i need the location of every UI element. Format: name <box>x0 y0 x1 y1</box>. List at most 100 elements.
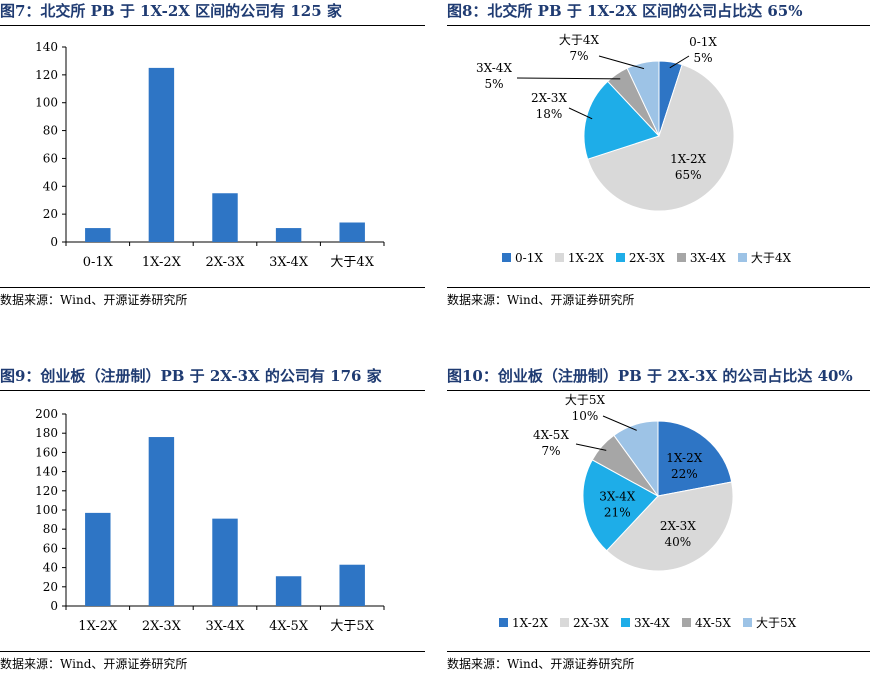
x-tick-label: 2X-3X <box>206 255 246 270</box>
slice-category-label: 3X-4X <box>476 61 512 75</box>
y-tick-label: 100 <box>35 503 58 517</box>
slice-category-label: 2X-3X <box>660 519 696 533</box>
slice-percent-label: 5% <box>693 51 712 65</box>
leader-line <box>575 443 607 451</box>
source-note: 数据来源：Wind、开源证券研究所 <box>447 293 635 307</box>
legend-label: 3X-4X <box>689 250 726 265</box>
source-rule <box>447 651 870 652</box>
title-rule <box>0 390 425 391</box>
pie-legend: 1X-2X 2X-3X 3X-4X 4X-5X 大于5X <box>499 614 808 631</box>
legend-label: 大于4X <box>750 251 792 265</box>
pie-chart-fig8: 0-1X 5% 1X-2X 65% 2X-3X 18% 3X-4X 5% 大于4X 7% <box>476 33 735 212</box>
source-rule <box>0 287 425 288</box>
legend-swatch <box>499 618 508 627</box>
legend-swatch <box>676 253 686 262</box>
bar <box>85 512 111 606</box>
y-tick-label: 100 <box>35 96 58 110</box>
y-tick-label: 20 <box>43 580 58 594</box>
y-tick-label: 60 <box>43 151 58 165</box>
pie-slice <box>582 459 659 552</box>
bar <box>85 228 111 242</box>
legend-item: 大于5X <box>742 614 797 631</box>
legend-swatch <box>502 253 511 262</box>
bar-chart-fig7: 0 20 40 60 80 100 120 140 0-1X 1X-2X 2X-3X 3X-4X 大于4… <box>35 40 385 270</box>
bar-chart-fig9: 0 20 40 60 80 100 120 140 160 180 200 1X-2X 2X-3X 3X-… <box>35 407 385 634</box>
chart-title: 图7：北交所 PB 于 1X-2X 区间的公司有 125 家 <box>0 2 342 20</box>
x-tick-label: 2X-3X <box>142 619 182 634</box>
x-tick-label: 大于5X <box>330 619 374 634</box>
x-tick-label: 3X-4X <box>269 255 309 270</box>
source-note: 数据来源：Wind、开源证券研究所 <box>447 657 635 671</box>
source-note: 数据来源：Wind、开源证券研究所 <box>0 293 188 307</box>
legend-swatch <box>681 618 691 627</box>
legend-label: 2X-3X <box>628 250 665 265</box>
legend-swatch <box>559 618 569 627</box>
slice-category-label: 0-1X <box>689 35 717 49</box>
leader-line <box>602 415 637 431</box>
bar <box>212 518 238 606</box>
legend-swatch <box>620 618 630 627</box>
slice-percent-label: 22% <box>671 467 698 481</box>
pie-slice <box>613 420 659 498</box>
legend-swatch <box>554 253 564 262</box>
legend-swatch <box>742 618 752 627</box>
x-tick-label: 大于4X <box>330 255 374 270</box>
legend-item: 0-1X <box>502 249 543 266</box>
pie-slice <box>583 80 660 160</box>
source-rule <box>0 651 425 652</box>
legend-item: 3X-4X <box>620 614 670 631</box>
legend-swatch <box>615 253 625 262</box>
y-tick-label: 160 <box>35 445 58 459</box>
legend-label: 2X-3X <box>572 615 609 630</box>
legend-item: 2X-3X <box>559 614 609 631</box>
chart-title: 图10：创业板（注册制）PB 于 2X-3X 的公司占比达 40% <box>447 367 853 385</box>
x-tick-label: 0-1X <box>83 255 114 270</box>
y-tick-label: 0 <box>50 599 58 613</box>
slice-category-label: 4X-5X <box>533 428 569 442</box>
bar <box>339 564 365 606</box>
slice-percent-label: 65% <box>675 168 702 182</box>
slice-percent-label: 10% <box>572 409 599 423</box>
legend-item: 1X-2X <box>499 614 548 631</box>
leader-line <box>598 55 645 70</box>
slice-category-label: 2X-3X <box>531 91 567 105</box>
slice-percent-label: 7% <box>541 444 560 458</box>
panel-fig7: 图7：北交所 PB 于 1X-2X 区间的公司有 125 家 0 20 40 60 80… <box>0 0 430 320</box>
y-tick-label: 200 <box>35 407 58 421</box>
legend-item: 大于4X <box>737 249 792 266</box>
legend-label: 1X-2X <box>512 615 548 630</box>
title-rule <box>447 25 870 26</box>
legend-item: 2X-3X <box>615 249 665 266</box>
slice-percent-label: 21% <box>604 505 631 519</box>
y-tick-label: 60 <box>43 541 58 555</box>
chart-title: 图8：北交所 PB 于 1X-2X 区间的公司占比达 65% <box>447 2 803 20</box>
y-tick-label: 80 <box>43 522 58 536</box>
source-note: 数据来源：Wind、开源证券研究所 <box>0 657 188 671</box>
legend-item: 3X-4X <box>676 249 726 266</box>
pie-slice <box>605 481 734 572</box>
pie-chart-fig10: 1X-2X 22% 2X-3X 40% 3X-4X 21% 4X-5X 7% 大于5X 10% <box>533 393 734 572</box>
panel-fig9: 图9：创业板（注册制）PB 于 2X-3X 的公司有 176 家 0 20 40 60… <box>0 365 430 678</box>
slice-category-label: 1X-2X <box>670 152 706 166</box>
y-tick-label: 120 <box>35 484 58 498</box>
bar <box>275 576 302 606</box>
title-rule <box>0 25 425 26</box>
y-tick-label: 120 <box>35 68 58 82</box>
y-tick-label: 20 <box>43 207 58 221</box>
title-rule <box>447 390 870 391</box>
panel-fig8: 图8：北交所 PB 于 1X-2X 区间的公司占比达 65% 0-1X 5% 1X-… <box>447 0 873 320</box>
panel-fig10: 图10：创业板（注册制）PB 于 2X-3X 的公司占比达 40% 1X-2X 2… <box>447 365 873 678</box>
source-rule <box>447 287 870 288</box>
pie-slice <box>657 420 733 497</box>
slice-percent-label: 40% <box>665 535 692 549</box>
y-tick-label: 40 <box>43 561 58 575</box>
y-tick-label: 140 <box>35 465 58 479</box>
legend-item: 1X-2X <box>554 249 604 266</box>
slice-percent-label: 5% <box>484 77 503 91</box>
chart-title: 图9：创业板（注册制）PB 于 2X-3X 的公司有 176 家 <box>0 367 382 385</box>
x-tick-label: 1X-2X <box>78 619 118 634</box>
x-tick-label: 1X-2X <box>142 255 182 270</box>
legend-label: 大于5X <box>755 616 797 630</box>
slice-percent-label: 7% <box>569 49 588 63</box>
bar <box>212 193 238 242</box>
